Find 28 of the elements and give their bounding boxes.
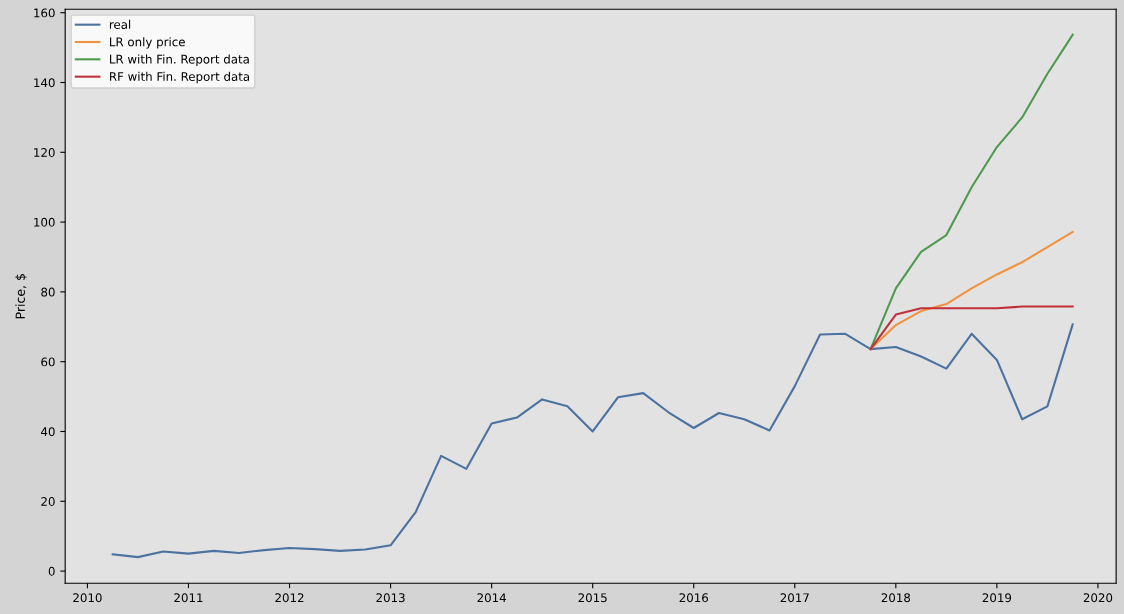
y-tick-label: 140 — [34, 78, 55, 88]
y-tick-label: 120 — [34, 148, 55, 157]
x-tick-label: 2017 — [780, 593, 809, 603]
x-tick-label: 2012 — [275, 593, 304, 603]
x-tick-label: 2013 — [376, 593, 405, 603]
x-tick-label: 2019 — [982, 593, 1012, 603]
x-tick-label: 2018 — [881, 593, 911, 603]
x-tick-label: 2011 — [174, 593, 203, 603]
y-tick-label: 20 — [41, 497, 55, 506]
y-tick-label: 0 — [48, 566, 55, 576]
y-tick-label: 100 — [34, 217, 55, 227]
y-tick-label: 40 — [41, 427, 55, 437]
line-series — [869, 305, 1074, 351]
y-axis-title: Price, $ — [15, 274, 27, 319]
legend-label: real — [109, 19, 131, 29]
x-tick-label: 2020 — [1083, 593, 1113, 603]
legend-label: RF with Fin. Report data — [110, 71, 250, 84]
x-tick-label: 2016 — [679, 593, 709, 603]
x-tick-label: 2014 — [477, 593, 506, 603]
legend-label: LR with Fin. Report data — [110, 54, 249, 66]
y-tick-label: 80 — [41, 287, 55, 297]
x-tick-label: 2010 — [73, 593, 102, 603]
line-series — [111, 323, 1074, 559]
x-tick-label: 2015 — [578, 593, 607, 603]
legend-label: LR only price — [110, 37, 185, 49]
line-series — [869, 230, 1074, 351]
y-tick-label: 160 — [34, 8, 55, 18]
y-tick-label: 60 — [41, 357, 55, 367]
